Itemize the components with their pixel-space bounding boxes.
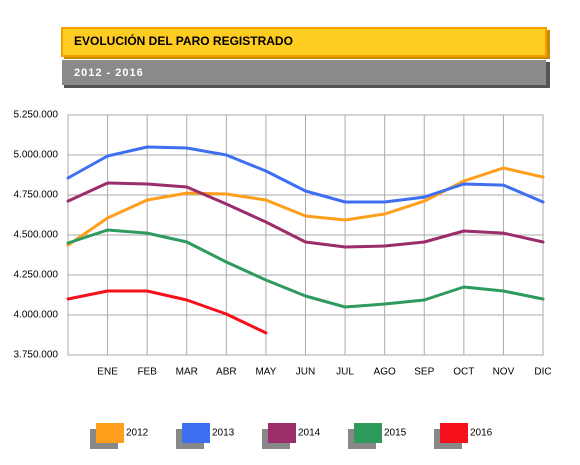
series-line bbox=[66, 166, 545, 247]
legend-swatch bbox=[268, 423, 296, 443]
y-tick-label: 5.250.000 bbox=[14, 110, 59, 121]
x-tick-label: FEB bbox=[137, 367, 157, 378]
x-tick-label: ABR bbox=[216, 367, 237, 378]
y-tick-label: 4.750.000 bbox=[14, 190, 59, 201]
x-tick-label: MAY bbox=[255, 367, 276, 378]
series-line bbox=[66, 289, 268, 335]
x-tick-label: OCT bbox=[453, 367, 474, 378]
x-tick-label: NOV bbox=[493, 367, 515, 378]
y-tick-label: 4.000.000 bbox=[14, 310, 59, 321]
y-tick-label: 5.000.000 bbox=[14, 150, 59, 161]
y-tick-label: 3.750.000 bbox=[14, 350, 59, 361]
series-line bbox=[66, 228, 545, 309]
x-tick-label: JUL bbox=[336, 367, 354, 378]
chart-title: EVOLUCIÓN DEL PARO REGISTRADO bbox=[74, 33, 293, 48]
legend-swatch bbox=[440, 423, 468, 443]
series-line bbox=[66, 181, 545, 249]
legend-label: 2012 bbox=[126, 428, 149, 439]
legend-swatch bbox=[96, 423, 124, 443]
legend-label: 2016 bbox=[470, 428, 493, 439]
legend-swatch bbox=[182, 423, 210, 443]
legend-label: 2015 bbox=[384, 428, 407, 439]
x-tick-label: DIC bbox=[534, 367, 551, 378]
x-tick-label: SEP bbox=[414, 367, 434, 378]
series-line bbox=[66, 145, 545, 204]
subtitle-bar bbox=[62, 60, 546, 85]
x-tick-label: JUN bbox=[296, 367, 315, 378]
legend-swatch bbox=[354, 423, 382, 443]
x-tick-label: MAR bbox=[176, 367, 198, 378]
y-tick-label: 4.500.000 bbox=[14, 230, 59, 241]
title-bar bbox=[61, 27, 547, 57]
x-tick-label: ENE bbox=[97, 367, 118, 378]
x-tick-label: AGO bbox=[374, 367, 396, 378]
legend-label: 2014 bbox=[298, 428, 321, 439]
legend-label: 2013 bbox=[212, 428, 235, 439]
chart-subtitle: 2012 - 2016 bbox=[74, 67, 144, 79]
y-tick-label: 4.250.000 bbox=[14, 270, 59, 281]
